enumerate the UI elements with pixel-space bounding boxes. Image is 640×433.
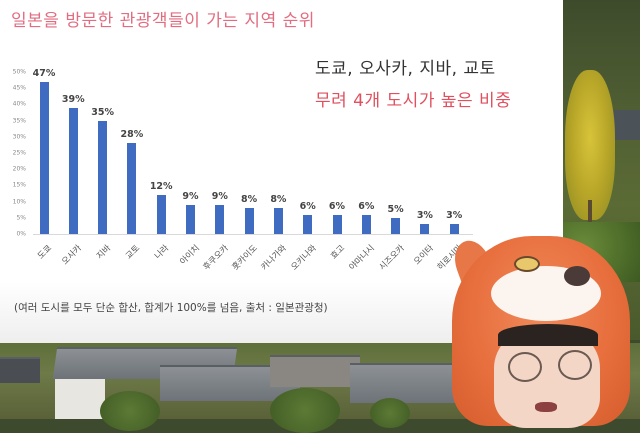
y-tick-label: 20% [12,165,26,173]
bar [156,195,166,234]
note-cities: 도쿄, 오사카, 지바, 교토 [315,59,496,79]
fox-nose [564,266,590,286]
x-axis-line [33,234,473,235]
y-tick-label: 15% [12,181,26,189]
bar-value-label: 35% [91,106,114,118]
bar-value-label: 39% [61,93,85,105]
background-roof [350,363,460,403]
x-category-label: 홋카이도 [230,243,260,273]
x-category-label: 도쿄 [35,243,55,262]
glasses-right-lens [558,350,592,380]
x-category-label: 나라 [153,243,172,262]
x-category-label: 후쿠오카 [201,243,231,273]
y-tick-label: 40% [12,100,26,108]
x-category-label: 시즈오카 [377,243,407,273]
presenter-webcam [446,235,636,428]
x-category-label: 오사카 [60,243,85,268]
bar [98,120,108,234]
bar-value-label: 9% [182,190,199,202]
source-footnote: (여러 도시를 모두 단순 합산, 합계가 100%를 넘음, 출처 : 일본관… [14,302,328,314]
y-tick-label: 30% [12,133,26,141]
glasses-left-lens [508,352,542,382]
y-tick-label: 25% [12,149,26,157]
presenter-mouth [535,402,557,412]
bar [391,217,401,234]
y-tick-label: 35% [12,117,26,125]
background-bush [370,398,410,428]
x-category-label: 효고 [328,243,348,262]
note-highlight: 무려 4개 도시가 높은 비중 [315,91,512,111]
bar [244,208,254,234]
background-bush [100,391,160,431]
bar-value-label: 6% [299,200,316,212]
bar-value-label: 6% [328,200,346,212]
bar [273,208,283,234]
x-category-label: 아이치 [177,243,202,268]
bar-value-label: 8% [270,194,287,206]
x-category-label: 지바 [94,243,113,262]
y-tick-label: 0% [16,230,26,238]
bar-value-label: 9% [211,190,228,202]
slide-title: 일본을 방문한 관광객들이 가는 지역 순위 [11,11,315,31]
background-bush [270,388,340,433]
x-category-label: 카나가와 [259,243,290,273]
y-tick-label: 10% [12,198,26,206]
bar [303,214,313,234]
y-tick-label: 5% [16,214,26,222]
x-category-label: 교토 [123,243,143,262]
background-roof [270,355,360,387]
bar [420,224,430,234]
bar-value-label: 8% [241,194,258,206]
background-wall [55,379,105,419]
bar-value-label: 28% [120,129,144,141]
bar-value-label: 3% [416,210,433,222]
x-category-label: 야마나시 [347,243,378,273]
bar [39,81,49,234]
bar [215,204,225,234]
bar [449,224,459,234]
background-roof [0,357,40,383]
bar-chart: 0% 5% 10% 15% 20% 25% 30% 35% 40% 45% 50% 47% 도쿄 39% 오… [12,67,473,273]
y-tick-label: 45% [12,84,26,92]
x-category-label: 오이타 [412,243,436,268]
bar-value-label: 5% [387,203,404,215]
fox-eye [514,256,540,272]
background-ginkgo-tree [565,70,615,220]
presenter-hair [498,324,598,346]
bar [127,143,137,234]
bar [332,214,342,234]
bar-value-label: 47% [32,67,56,79]
bar-value-label: 6% [358,200,375,212]
bar [186,204,195,234]
bar-value-label: 12% [149,181,173,193]
bar [361,214,371,234]
x-category-label: 오키나와 [289,243,319,273]
bar [68,107,78,234]
background-tree-trunk [588,200,592,230]
bar-value-label: 3% [446,210,463,222]
y-tick-label: 50% [12,68,26,76]
